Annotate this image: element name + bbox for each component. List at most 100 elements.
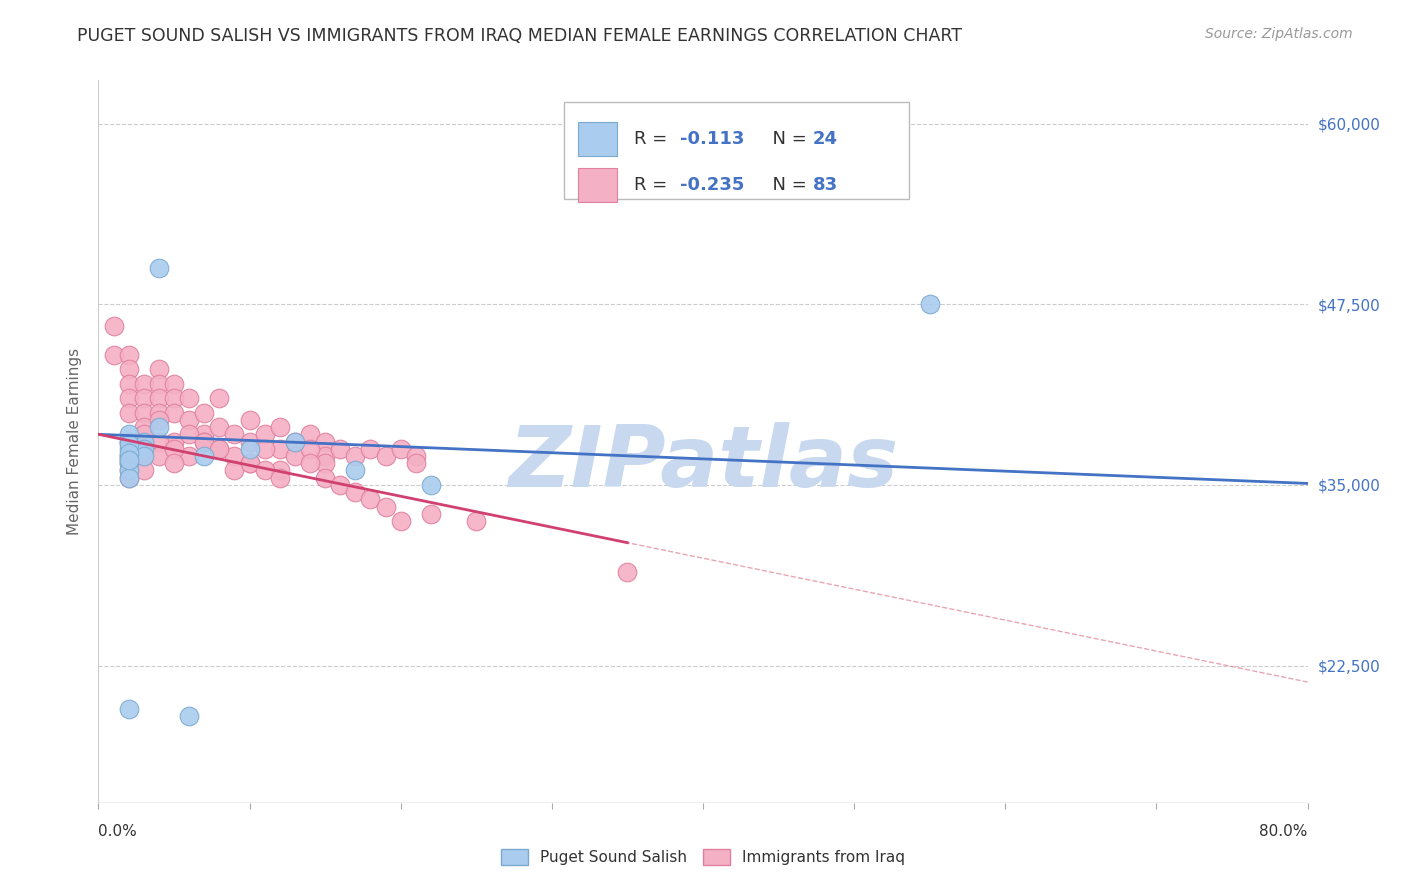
Point [118, 470, 141, 484]
Point [389, 442, 412, 456]
Point [132, 391, 155, 405]
Bar [578, 168, 617, 202]
Point [132, 406, 155, 420]
Point [163, 376, 186, 391]
Text: 0.0%: 0.0% [98, 824, 138, 839]
Point [118, 362, 141, 376]
Point [163, 434, 186, 449]
Point [344, 449, 367, 463]
Point [208, 442, 231, 456]
Point [118, 702, 141, 716]
Text: 83: 83 [813, 176, 838, 194]
Point [148, 449, 170, 463]
Point [132, 427, 155, 442]
Point [253, 442, 276, 456]
Point [118, 434, 141, 449]
Point [253, 463, 276, 477]
Point [389, 514, 412, 528]
Point [208, 420, 231, 434]
Point [616, 565, 638, 579]
Point [284, 449, 307, 463]
Text: Source: ZipAtlas.com: Source: ZipAtlas.com [1205, 27, 1353, 41]
Point [118, 463, 141, 477]
Text: -0.235: -0.235 [681, 176, 744, 194]
Point [918, 297, 941, 311]
Text: 24: 24 [813, 130, 838, 148]
Text: 80.0%: 80.0% [1260, 824, 1308, 839]
Point [239, 413, 262, 427]
Point [224, 449, 246, 463]
FancyBboxPatch shape [564, 102, 908, 200]
Point [118, 376, 141, 391]
Text: PUGET SOUND SALISH VS IMMIGRANTS FROM IRAQ MEDIAN FEMALE EARNINGS CORRELATION CH: PUGET SOUND SALISH VS IMMIGRANTS FROM IR… [77, 27, 962, 45]
Point [148, 376, 170, 391]
Point [163, 391, 186, 405]
Point [163, 442, 186, 456]
Point [299, 427, 322, 442]
Point [405, 449, 427, 463]
Point [118, 446, 141, 460]
Point [360, 442, 382, 456]
Point [132, 442, 155, 456]
Point [163, 406, 186, 420]
Point [132, 442, 155, 456]
Point [420, 478, 443, 492]
Point [103, 318, 125, 333]
Point [239, 456, 262, 470]
Point [269, 442, 291, 456]
Point [420, 507, 443, 521]
Point [314, 470, 336, 484]
Text: N =: N = [761, 176, 813, 194]
Point [118, 456, 141, 470]
Y-axis label: Median Female Earnings: Median Female Earnings [67, 348, 83, 535]
Point [193, 449, 215, 463]
Point [148, 362, 170, 376]
Point [118, 406, 141, 420]
Point [132, 420, 155, 434]
Point [118, 456, 141, 470]
Point [118, 449, 141, 463]
Point [299, 442, 322, 456]
Point [360, 492, 382, 507]
Point [118, 463, 141, 477]
Point [239, 434, 262, 449]
Point [329, 442, 352, 456]
Point [148, 406, 170, 420]
Point [208, 442, 231, 456]
Point [284, 434, 307, 449]
Bar [578, 121, 617, 156]
Point [193, 406, 215, 420]
Point [118, 442, 141, 456]
Point [239, 442, 262, 456]
Point [344, 485, 367, 500]
Point [193, 427, 215, 442]
Point [118, 427, 141, 442]
Point [269, 420, 291, 434]
Point [163, 456, 186, 470]
Point [118, 453, 141, 467]
Point [132, 449, 155, 463]
Point [329, 478, 352, 492]
Point [118, 470, 141, 484]
Point [179, 709, 201, 723]
Point [465, 514, 488, 528]
Point [132, 463, 155, 477]
Point [179, 413, 201, 427]
Point [132, 376, 155, 391]
Point [253, 427, 276, 442]
Point [224, 463, 246, 477]
Point [118, 437, 141, 451]
Point [179, 427, 201, 442]
Point [239, 456, 262, 470]
Point [405, 456, 427, 470]
Point [193, 434, 215, 449]
Point [118, 434, 141, 449]
Point [148, 391, 170, 405]
Point [179, 449, 201, 463]
Point [269, 470, 291, 484]
Point [148, 261, 170, 276]
Point [193, 434, 215, 449]
Point [148, 434, 170, 449]
Point [208, 391, 231, 405]
Point [118, 391, 141, 405]
